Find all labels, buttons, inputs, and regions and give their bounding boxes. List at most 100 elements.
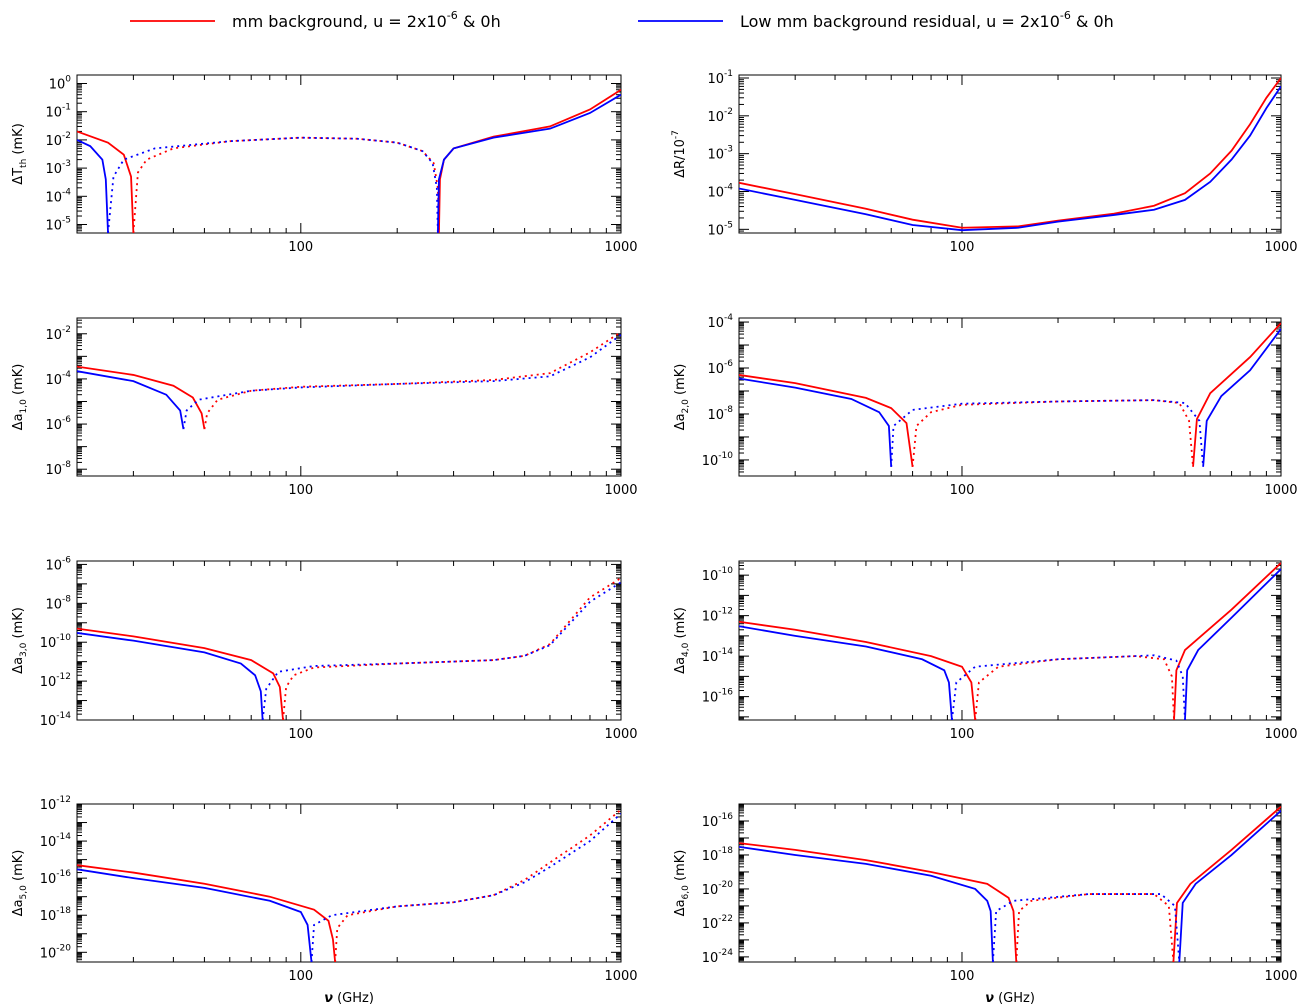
legend-label-blue: Low mm background residual, u = 2x10-6 &… [740, 9, 1114, 31]
y-tick-label: 10-14 [40, 711, 72, 729]
x-tick-label: 1000 [604, 727, 637, 742]
series-group [739, 77, 1281, 232]
y-tick-label: 10-24 [702, 948, 734, 966]
series-1-solid [739, 625, 953, 720]
plot-frame [738, 317, 1282, 477]
y-tick-label: 10-4 [707, 182, 733, 200]
plot-frame [76, 803, 622, 963]
series-0-solid [77, 130, 135, 233]
panel-dR: 100 1000 10-5 10-4 10-3 10-2 10-1 ΔR/10-7 [671, 69, 1298, 255]
legend-label-red: mm background, u = 2x10-6 & 0h [232, 9, 501, 31]
series-group [77, 331, 621, 430]
series-group [77, 88, 621, 233]
y-tick-label: 10-14 [702, 647, 734, 665]
y-tick-label: 10-16 [40, 869, 72, 887]
series-1-dotted [992, 893, 1181, 962]
y-tick-label: 10-8 [45, 460, 71, 478]
series-1-dotted [951, 654, 1186, 720]
series-1-dotted [310, 813, 621, 962]
legend-entry-blue: Low mm background residual, u = 2x10-6 &… [638, 9, 1114, 31]
y-tick-label: 10-10 [702, 451, 734, 469]
x-tick-label: 100 [950, 483, 975, 498]
series-0-solid [739, 842, 1018, 962]
series-1-solid-high [436, 93, 621, 233]
series-0-solid-high [1173, 562, 1281, 720]
y-tick-label: 10-20 [702, 880, 734, 898]
plot-frame [76, 74, 622, 234]
legend: mm background, u = 2x10-6 & 0h Low mm ba… [130, 9, 1114, 31]
series-group [77, 808, 621, 962]
panel-a60: 100 1000 10-24 10-22 10-20 10-18 10-16 Δa6,0 (m… [673, 803, 1298, 984]
y-tick-label: 10-6 [45, 415, 71, 433]
panel-a30: 100 1000 10-14 10-12 10-10 10-8 10-6 Δa3,0 (mK) [11, 555, 638, 742]
y-tick-label: 10-22 [702, 914, 733, 932]
y-tick-label: 10-12 [40, 795, 71, 813]
y-tick-label: 10-5 [707, 220, 733, 238]
series-group [739, 562, 1281, 720]
panel-a20: 100 1000 10-10 10-8 10-6 10-4 Δa2,0 (mK) [673, 313, 1298, 498]
y-axis-label: ΔR/10-7 [671, 130, 688, 178]
y-tick-label: 10-2 [45, 131, 71, 149]
y-axis-label: Δa2,0 (mK) [673, 364, 691, 431]
plot-frame [76, 560, 622, 721]
y-axis-label: Δa4,0 (mK) [673, 607, 691, 674]
x-tick-label: 100 [288, 727, 313, 742]
series-1-solid-high [1202, 328, 1281, 467]
series-group [739, 805, 1281, 962]
series-0-solid-high [1192, 322, 1281, 467]
series-group [77, 577, 621, 720]
series-0-dotted [282, 577, 621, 720]
x-tick-label: 1000 [1264, 969, 1297, 984]
plot-frame [738, 803, 1282, 963]
y-tick-label: 10-16 [702, 688, 734, 706]
plot-frame [738, 74, 1282, 234]
y-tick-label: 10-18 [40, 906, 72, 924]
y-tick-label: 10-12 [40, 672, 71, 690]
y-axis-label: Δa6,0 (mK) [673, 850, 691, 917]
panel-a40: 100 1000 10-16 10-14 10-12 10-10 Δa4,0 (mK) [673, 560, 1298, 742]
y-axis-label: Δa5,0 (mK) [11, 850, 29, 917]
series-1-solid [77, 868, 313, 962]
y-tick-label: 100 [49, 74, 72, 92]
series-0-dotted [974, 655, 1175, 720]
y-tick-label: 10-10 [40, 633, 72, 651]
x-tick-label: 1000 [604, 240, 637, 255]
y-tick-label: 10-16 [702, 812, 734, 830]
y-tick-label: 10-4 [707, 313, 733, 331]
y-tick-label: 10-3 [707, 145, 733, 163]
x-tick-label: 100 [950, 240, 975, 255]
y-tick-label: 10-14 [40, 832, 72, 850]
series-0-solid [77, 627, 284, 720]
x-axis-label: ν (GHz) [324, 991, 374, 1006]
panel-grid: 100 1000 10-5 10-4 10-3 10-2 10-1 100 ΔTth (mK) 1… [11, 69, 1298, 1006]
x-axis-label: ν (GHz) [985, 991, 1035, 1006]
series-1-solid [77, 370, 185, 430]
y-tick-label: 10-1 [707, 69, 733, 87]
series-1-solid [739, 845, 994, 962]
series-0-solid-high [1172, 805, 1281, 962]
legend-entry-red: mm background, u = 2x10-6 & 0h [130, 9, 501, 31]
series-0-solid [77, 864, 337, 962]
y-axis-label: Δa3,0 (mK) [11, 607, 29, 674]
y-tick-label: 10-2 [45, 325, 71, 343]
x-tick-label: 100 [950, 727, 975, 742]
y-tick-label: 10-3 [45, 159, 71, 177]
series-1-solid [739, 85, 1281, 232]
series-1-solid-high [1184, 568, 1281, 720]
x-tick-label: 1000 [1264, 483, 1297, 498]
y-tick-label: 10-2 [707, 107, 733, 125]
series-0-dotted [911, 399, 1194, 467]
series-0-dotted [1015, 893, 1175, 962]
series-0-solid [739, 374, 914, 467]
y-tick-label: 10-8 [45, 594, 71, 612]
y-tick-label: 10-4 [45, 370, 71, 388]
series-0-dotted [203, 331, 621, 430]
panel-a10: 100 1000 10-8 10-6 10-4 10-2 Δa1,0 (mK) [11, 317, 638, 498]
x-tick-label: 100 [288, 240, 313, 255]
y-axis-label: ΔTth (mK) [11, 123, 29, 185]
y-tick-label: 10-1 [45, 103, 71, 121]
series-0-solid [77, 365, 206, 430]
panel-a50: 100 1000 10-20 10-18 10-16 10-14 10-12 Δa5,0 (m… [11, 795, 638, 984]
x-tick-label: 1000 [1264, 240, 1297, 255]
y-tick-label: 10-8 [707, 405, 733, 423]
